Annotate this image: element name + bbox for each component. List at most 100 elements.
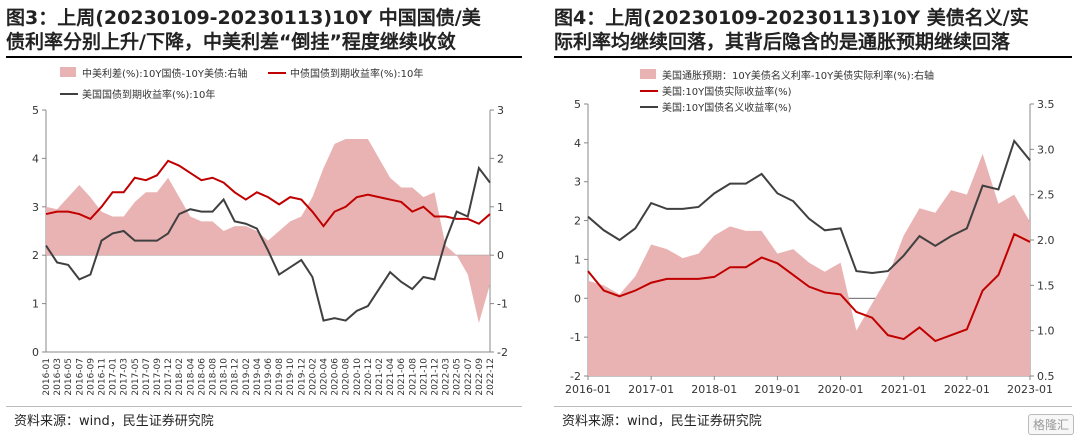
- x-tick-label: 2020-12: [364, 358, 374, 396]
- left-tick-label: 0: [32, 346, 39, 359]
- left-tick-label: 1: [574, 253, 581, 266]
- legend-label: 美国通胀预期：10Y美债名义利率-10Y美债实际利率(%):右轴: [662, 69, 934, 82]
- source-divider: [554, 406, 1072, 407]
- chart-panel-left: 图3：上周(20230109-20230113)10Y 中国国债/美 债利率分别…: [0, 0, 530, 439]
- chart-left-svg: 中美利差(%):10Y国债-10Y美债:右轴 中债国债到期收益率(%):10年美国…: [32, 67, 508, 396]
- x-tick-label: 2017-07: [142, 358, 152, 396]
- x-tick-label: 2016-11: [98, 358, 108, 396]
- x-tick-label: 2020-01: [818, 383, 864, 396]
- chart-title-right: 图4：上周(20230109-20230113)10Y 美债名义/实 际利率均继…: [554, 6, 1072, 58]
- watermark-logo: 格隆汇: [1027, 414, 1074, 435]
- chart-right-svg: 美国通胀预期：10Y美债名义利率-10Y美债实际利率(%):右轴美国:10Y国债…: [565, 69, 1055, 396]
- legend-label: 中债国债到期收益率(%):10年: [290, 67, 423, 80]
- x-tick-label: 2017-09: [153, 358, 163, 396]
- x-tick-label: 2020-02: [308, 358, 318, 396]
- left-tick-label: 4: [32, 152, 39, 165]
- right-tick-label: 1.5: [1037, 279, 1055, 292]
- x-tick-label: 2021-02: [375, 358, 385, 396]
- x-tick-label: 2022-03: [442, 358, 452, 396]
- right-tick-label: -1: [497, 298, 508, 311]
- x-tick-label: 2019-06: [264, 358, 274, 396]
- right-tick-label: 2: [497, 152, 504, 165]
- x-tick-label: 2021-01: [881, 383, 927, 396]
- x-tick-label: 2017-12: [164, 358, 174, 396]
- x-tick-label: 2020-08: [342, 358, 352, 396]
- x-tick-label: 2021-08: [408, 358, 418, 396]
- x-tick-label: 2022-12: [486, 358, 496, 396]
- right-tick-label: 3.0: [1037, 143, 1055, 156]
- title-line-1: 图4：上周(20230109-20230113)10Y 美债名义/实: [554, 7, 1029, 29]
- right-tick-label: 3.5: [1037, 98, 1055, 111]
- x-tick-label: 2017-05: [131, 358, 141, 396]
- x-tick-label: 2018-04: [186, 358, 196, 396]
- x-tick-label: 2016-07: [75, 358, 85, 396]
- left-tick-label: 5: [32, 104, 39, 117]
- x-tick-label: 2021-06: [397, 358, 407, 396]
- x-tick-label: 2016-09: [86, 358, 96, 396]
- left-tick-label: -2: [570, 370, 581, 383]
- x-tick-label: 2017-01: [109, 358, 119, 396]
- x-tick-label: 2021-12: [431, 358, 441, 396]
- x-tick-label: 2019-10: [286, 358, 296, 396]
- chart-title-left: 图3：上周(20230109-20230113)10Y 中国国债/美 债利率分别…: [6, 6, 522, 58]
- x-tick-label: 2016-03: [53, 358, 63, 396]
- dark-line-series: [45, 165, 491, 322]
- right-tick-label: 3: [497, 104, 504, 117]
- right-tick-label: 2.5: [1037, 189, 1055, 202]
- title-line-2: 债利率分别上升/下降，中美利差“倒挂”程度继续收敛: [6, 31, 456, 53]
- left-tick-label: -1: [570, 331, 581, 344]
- left-tick-label: 1: [32, 298, 39, 311]
- left-tick-label: 5: [574, 98, 581, 111]
- right-tick-label: 0.5: [1037, 370, 1055, 383]
- x-tick-label: 2016-01: [42, 358, 52, 396]
- x-tick-label: 2022-01: [944, 383, 990, 396]
- right-tick-label: -2: [497, 346, 508, 359]
- x-tick-label: 2020-06: [331, 358, 341, 396]
- legend-swatch: [60, 67, 76, 77]
- x-tick-label: 2018-02: [175, 358, 185, 396]
- title-line-2: 际利率均继续回落，其背后隐含的是通胀预期继续回落: [554, 31, 1011, 53]
- x-tick-label: 2017-03: [120, 358, 130, 396]
- area-series: [46, 139, 490, 323]
- x-tick-label: 2018-10: [220, 358, 230, 396]
- x-tick-label: 2020-04: [320, 358, 330, 396]
- red-line-series: [587, 232, 1031, 343]
- x-tick-label: 2018-06: [197, 358, 207, 396]
- source-note-left: 资料来源：wind，民生证券研究院: [14, 414, 214, 429]
- x-tick-label: 2019-01: [754, 383, 800, 396]
- source-divider: [6, 406, 522, 407]
- x-tick-label: 2023-01: [1007, 383, 1053, 396]
- left-tick-label: 2: [574, 215, 581, 228]
- left-tick-label: 0: [574, 292, 581, 305]
- x-tick-label: 2017-01: [628, 383, 674, 396]
- right-tick-label: 1.0: [1037, 325, 1055, 338]
- legend-swatch: [640, 69, 656, 79]
- x-tick-label: 2022-09: [475, 358, 485, 396]
- source-note-right: 资料来源：wind，民生证券研究院: [562, 414, 762, 429]
- x-tick-label: 2020-10: [353, 358, 363, 396]
- area-series: [588, 153, 1030, 376]
- chart-panel-right: 图4：上周(20230109-20230113)10Y 美债名义/实 际利率均继…: [548, 0, 1080, 439]
- left-tick-label: 3: [32, 201, 39, 214]
- red-line-series: [45, 159, 491, 228]
- legend-label: 中美利差(%):10Y国债-10Y美债:右轴: [82, 67, 247, 80]
- title-line-1: 图3：上周(20230109-20230113)10Y 中国国债/美: [6, 7, 481, 29]
- left-tick-label: 3: [574, 176, 581, 189]
- dark-line-series: [587, 138, 1031, 275]
- x-tick-label: 2021-04: [386, 358, 396, 396]
- legend-label: 美国:10Y国债名义收益率(%): [662, 101, 792, 114]
- x-tick-label: 2018-12: [231, 358, 241, 396]
- legend-label: 美国:10Y国债实际收益率(%): [662, 85, 792, 98]
- x-tick-label: 2019-02: [242, 358, 252, 396]
- left-tick-label: 2: [32, 249, 39, 262]
- x-tick-label: 2016-05: [64, 358, 74, 396]
- x-tick-label: 2019-04: [253, 358, 263, 396]
- x-tick-label: 2021-10: [419, 358, 429, 396]
- x-tick-label: 2018-01: [691, 383, 737, 396]
- x-tick-label: 2016-01: [565, 383, 611, 396]
- x-tick-label: 2019-12: [297, 358, 307, 396]
- x-tick-label: 2019-08: [275, 358, 285, 396]
- x-tick-label: 2018-08: [209, 358, 219, 396]
- right-tick-label: 2.0: [1037, 234, 1055, 247]
- right-tick-label: 1: [497, 201, 504, 214]
